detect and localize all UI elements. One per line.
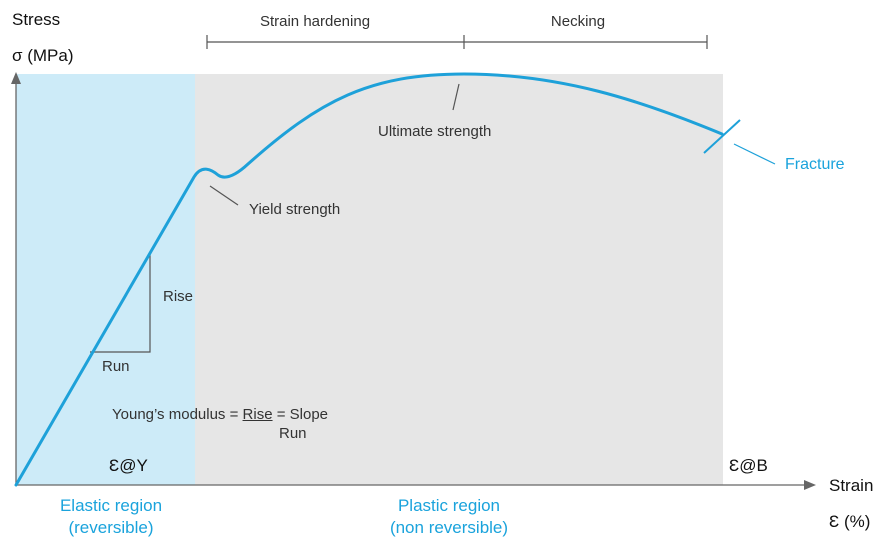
run-label: Run — [102, 358, 130, 375]
formula-numerator: Rise — [242, 406, 273, 423]
x-axis-label-epsilon: Ɛ (%) — [829, 512, 871, 531]
necking-label: Necking — [550, 13, 606, 30]
plastic-region-note: (non reversible) — [389, 518, 509, 538]
x-axis-arrow — [804, 480, 816, 490]
formula-suffix: = Slope — [276, 406, 329, 423]
y-axis-label-sigma: σ (MPa) — [12, 46, 74, 65]
formula-prefix: Young’s modulus = — [112, 406, 239, 423]
y-axis-label-stress: Stress — [12, 10, 61, 29]
fracture-label: Fracture — [785, 156, 845, 173]
yield-strength-label: Yield strength — [249, 201, 341, 218]
plastic-region-title: Plastic region — [397, 496, 501, 515]
break-strain-marker: Ɛ@B — [729, 456, 768, 475]
rise-label: Rise — [163, 288, 194, 305]
fracture-leader — [733, 143, 776, 165]
elastic-region-label: Elastic region (reversible) — [60, 495, 162, 539]
slope-triangle — [90, 252, 151, 353]
ultimate-leader — [452, 83, 460, 111]
stress-strain-curve — [14, 72, 724, 487]
plastic-region-area — [195, 74, 723, 485]
ultimate-strength-label: Ultimate strength — [378, 123, 492, 140]
phase-brackets — [206, 35, 708, 49]
strain-hardening-label: Strain hardening — [259, 13, 371, 30]
youngs-modulus-formula: Young’s modulus = Rise = Slope — [112, 407, 328, 422]
elastic-region-title: Elastic region — [59, 496, 163, 515]
y-axis-arrow — [11, 72, 21, 84]
elastic-region-note: (reversible) — [68, 518, 154, 538]
formula-denominator: Run — [279, 425, 307, 442]
yield-strain-marker: Ɛ@Y — [109, 456, 148, 475]
plastic-region-label: Plastic region (non reversible) — [390, 495, 508, 539]
yield-leader — [209, 185, 239, 206]
elastic-region-area — [16, 74, 195, 485]
fracture-mark — [703, 119, 741, 154]
x-axis-label-strain: Strain — [829, 476, 874, 495]
